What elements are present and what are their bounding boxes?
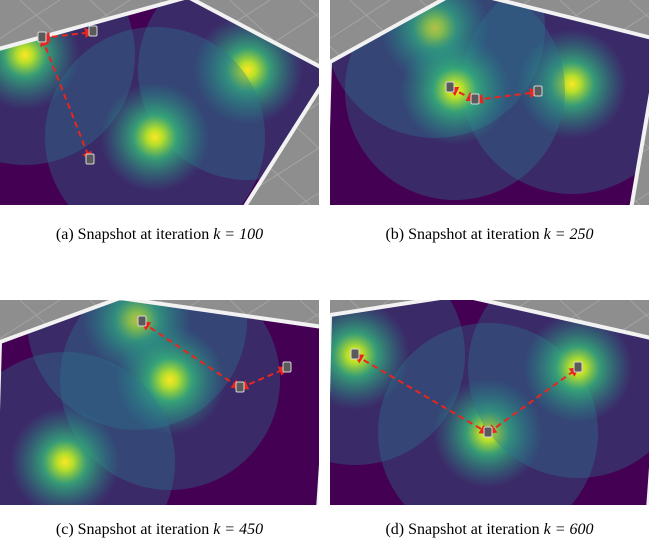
caption: (c) Snapshot at iteration k = 450 — [0, 521, 319, 539]
robot — [86, 154, 94, 164]
snapshot-d — [330, 300, 649, 505]
caption-text: Snapshot at iteration — [408, 226, 540, 243]
robot — [138, 316, 146, 326]
robot — [351, 349, 359, 359]
robot — [446, 82, 454, 92]
robot — [283, 362, 291, 372]
caption-math: k = 600 — [544, 521, 594, 538]
caption-text: Snapshot at iteration — [78, 226, 210, 243]
caption-label: (c) — [56, 521, 74, 538]
caption-label: (b) — [385, 226, 404, 243]
caption: (d) Snapshot at iteration k = 600 — [330, 521, 649, 539]
robot — [38, 32, 46, 42]
robot — [574, 362, 582, 372]
caption-label: (a) — [56, 226, 74, 243]
caption-text: Snapshot at iteration — [78, 521, 210, 538]
caption-math: k = 100 — [213, 226, 263, 243]
caption-text: Snapshot at iteration — [408, 521, 540, 538]
snapshot-b — [330, 0, 649, 205]
robot — [471, 94, 479, 104]
caption-label: (d) — [385, 521, 404, 538]
robot — [534, 86, 542, 96]
snapshot-c — [0, 300, 319, 505]
figure: (a) Snapshot at iteration k = 100 (b) Sn… — [0, 0, 649, 552]
snapshot-a — [0, 0, 319, 205]
robot — [236, 382, 244, 392]
robot — [89, 26, 97, 36]
caption-math: k = 450 — [213, 521, 263, 538]
robot — [484, 427, 492, 437]
caption: (a) Snapshot at iteration k = 100 — [0, 226, 319, 244]
caption: (b) Snapshot at iteration k = 250 — [330, 226, 649, 244]
density-peak — [100, 82, 210, 192]
caption-math: k = 250 — [544, 226, 594, 243]
